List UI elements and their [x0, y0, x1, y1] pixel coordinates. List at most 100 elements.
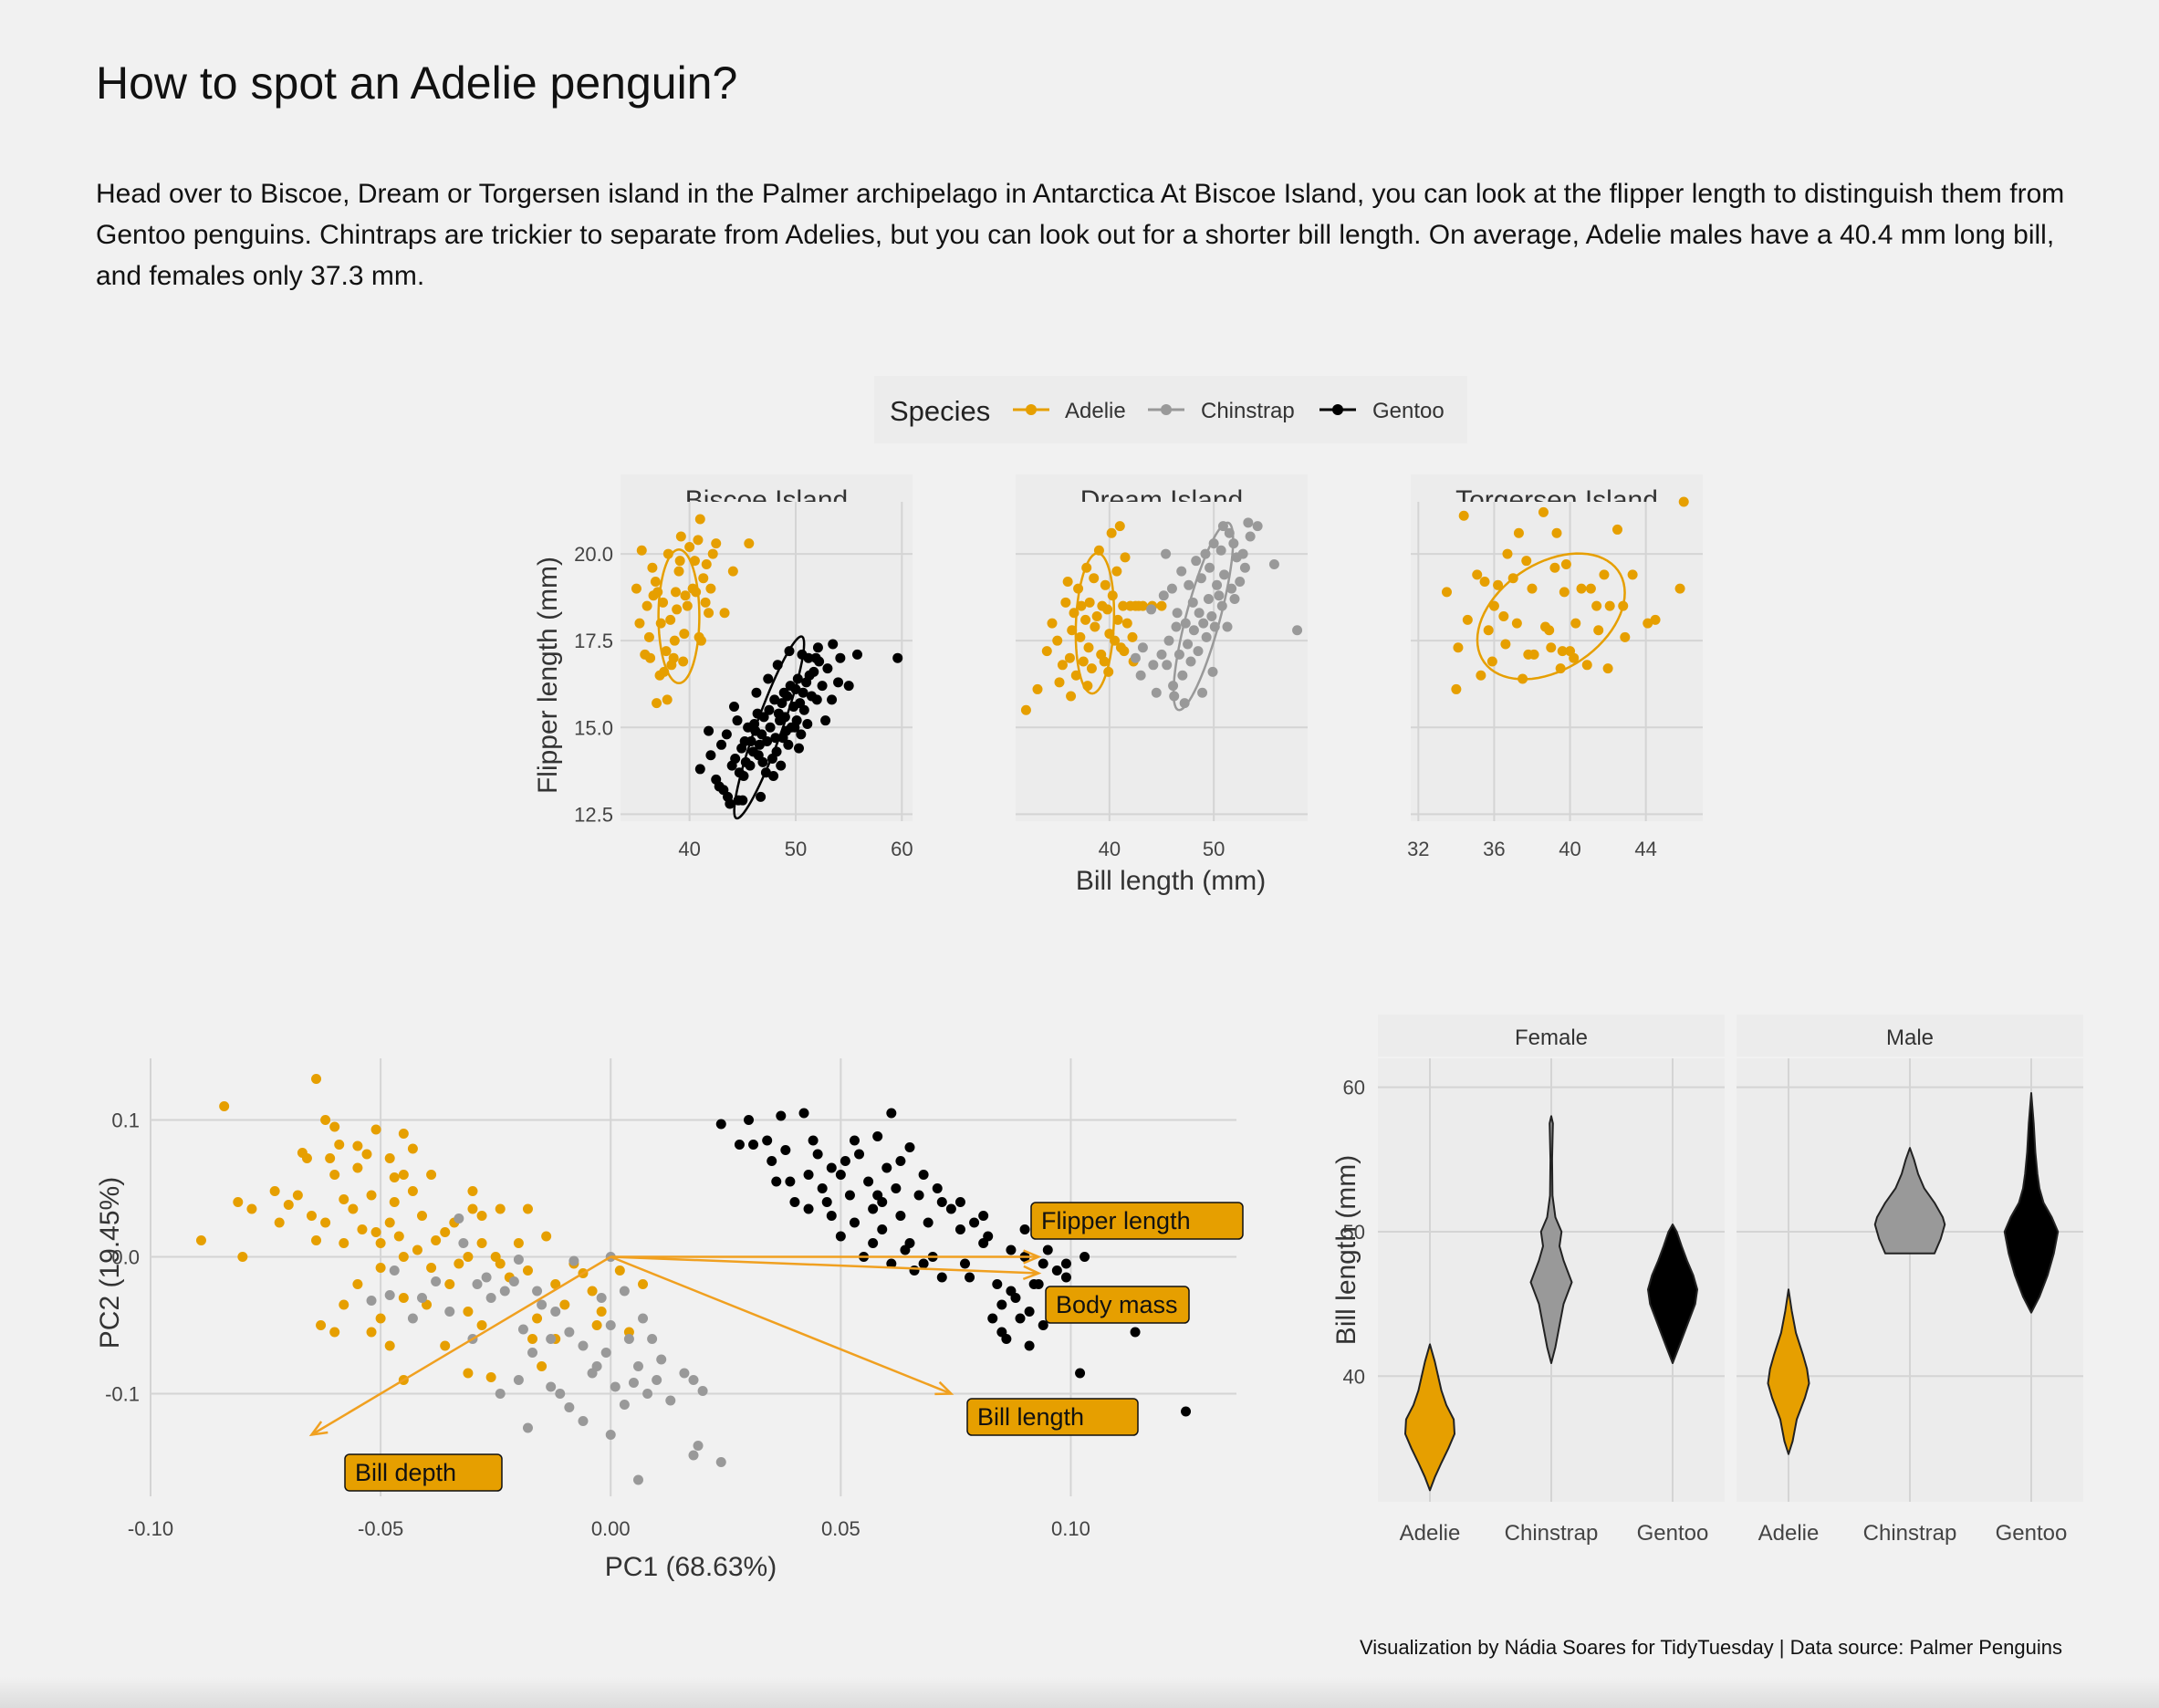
point-adelie: [1674, 583, 1685, 594]
pca-point-chinstrap: [715, 1457, 726, 1467]
pca-point-adelie: [440, 1227, 451, 1237]
point-adelie: [669, 635, 680, 646]
pca-point-gentoo: [1033, 1279, 1044, 1289]
violin-gentoo-male: [2003, 1091, 2060, 1314]
point-adelie: [1119, 646, 1130, 657]
pca-point-chinstrap: [632, 1474, 643, 1485]
pca-point-chinstrap: [384, 1290, 395, 1300]
pca-point-gentoo: [789, 1197, 800, 1207]
pca-point-gentoo: [1024, 1340, 1035, 1351]
legend-label-chinstrap: Chinstrap: [1201, 399, 1295, 423]
violin-x-tick-label: Adelie: [1400, 1521, 1461, 1546]
point-gentoo: [772, 660, 783, 671]
pca-point-chinstrap: [628, 1378, 639, 1388]
pca-point-adelie: [325, 1153, 336, 1163]
point-adelie: [1555, 663, 1566, 674]
pca-point-chinstrap: [619, 1286, 630, 1297]
pca-point-chinstrap: [366, 1296, 377, 1306]
point-adelie: [1057, 660, 1068, 671]
pca-point-chinstrap: [605, 1320, 616, 1330]
pca-point-adelie: [389, 1172, 400, 1182]
pca-point-gentoo: [923, 1217, 933, 1228]
point-chinstrap: [1245, 531, 1256, 542]
point-chinstrap: [1214, 590, 1225, 601]
pca-point-gentoo: [854, 1149, 865, 1160]
pca-point-gentoo: [954, 1197, 965, 1207]
point-gentoo: [777, 698, 787, 709]
point-adelie: [704, 608, 714, 619]
point-chinstrap: [1215, 545, 1226, 556]
point-adelie: [1041, 646, 1052, 657]
pca-point-adelie: [375, 1238, 386, 1248]
x-tick-label: 50: [1203, 838, 1225, 860]
pca-point-adelie: [463, 1307, 474, 1317]
point-gentoo: [822, 663, 833, 674]
point-chinstrap: [1219, 569, 1230, 580]
point-adelie: [662, 548, 673, 559]
point-chinstrap: [1201, 631, 1212, 642]
pca-point-gentoo: [1038, 1258, 1048, 1269]
point-adelie: [1441, 587, 1452, 598]
point-adelie: [1527, 583, 1538, 594]
point-adelie: [1462, 614, 1473, 625]
pca-point-adelie: [339, 1194, 349, 1204]
pca-point-gentoo: [918, 1170, 929, 1180]
pca-point-adelie: [463, 1252, 474, 1262]
loading-arrow-bill-depth: [310, 1255, 611, 1436]
point-chinstrap: [1224, 527, 1235, 538]
point-adelie: [671, 587, 682, 598]
point-chinstrap: [1217, 521, 1228, 532]
subtitle: Head over to Biscoe, Dream or Torgersen …: [96, 179, 2065, 291]
point-adelie: [680, 590, 691, 601]
pca-point-gentoo: [1001, 1334, 1012, 1344]
pca-point-adelie: [467, 1186, 478, 1196]
point-adelie: [698, 573, 709, 584]
pca-point-gentoo: [1038, 1320, 1048, 1330]
legend-dot-chinstrap: [1161, 404, 1172, 415]
point-adelie: [631, 583, 641, 594]
point-adelie: [1081, 562, 1092, 573]
point-adelie: [1557, 646, 1568, 657]
point-adelie: [1052, 635, 1063, 646]
point-gentoo: [746, 736, 756, 746]
point-adelie: [684, 541, 695, 552]
pca-point-gentoo: [808, 1135, 819, 1146]
pca-point-adelie: [274, 1217, 285, 1228]
pca-point-chinstrap: [564, 1402, 575, 1412]
point-gentoo: [843, 681, 854, 692]
pca-point-chinstrap: [688, 1375, 699, 1385]
pca-point-adelie: [329, 1121, 340, 1132]
x-tick-label: 32: [1407, 838, 1429, 860]
pca-point-gentoo: [881, 1162, 892, 1173]
pca-point-chinstrap: [596, 1293, 607, 1303]
loading-arrow-body-mass: [610, 1255, 1039, 1275]
pca-point-chinstrap: [652, 1375, 662, 1385]
loading-label-flipper-length: Flipper length: [1041, 1207, 1191, 1234]
pca-point-gentoo: [715, 1119, 726, 1130]
point-gentoo: [764, 704, 775, 715]
point-adelie: [1110, 635, 1121, 646]
legend-dot-adelie: [1026, 404, 1037, 415]
pca-y-tick-label: 0.0: [111, 1246, 140, 1269]
point-chinstrap: [1235, 577, 1246, 587]
point-gentoo: [792, 673, 803, 684]
pca-point-adelie: [444, 1279, 455, 1289]
pca-point-adelie: [384, 1217, 395, 1228]
pca-point-adelie: [370, 1227, 381, 1237]
point-chinstrap: [1205, 562, 1215, 573]
point-adelie: [678, 656, 689, 667]
pca-point-chinstrap: [431, 1276, 442, 1286]
point-adelie: [1020, 704, 1031, 715]
point-adelie: [1054, 677, 1065, 688]
pca-point-gentoo: [817, 1183, 828, 1193]
pca-point-chinstrap: [619, 1400, 630, 1410]
pca-point-adelie: [587, 1286, 598, 1297]
pca-point-adelie: [485, 1372, 496, 1382]
pca-point-adelie: [316, 1320, 327, 1330]
point-adelie: [1488, 600, 1499, 611]
point-gentoo: [827, 694, 838, 705]
point-adelie: [1593, 625, 1604, 636]
point-chinstrap: [1169, 691, 1180, 702]
point-chinstrap: [1194, 608, 1205, 619]
loading-arrowhead-body-mass: [1022, 1265, 1042, 1281]
